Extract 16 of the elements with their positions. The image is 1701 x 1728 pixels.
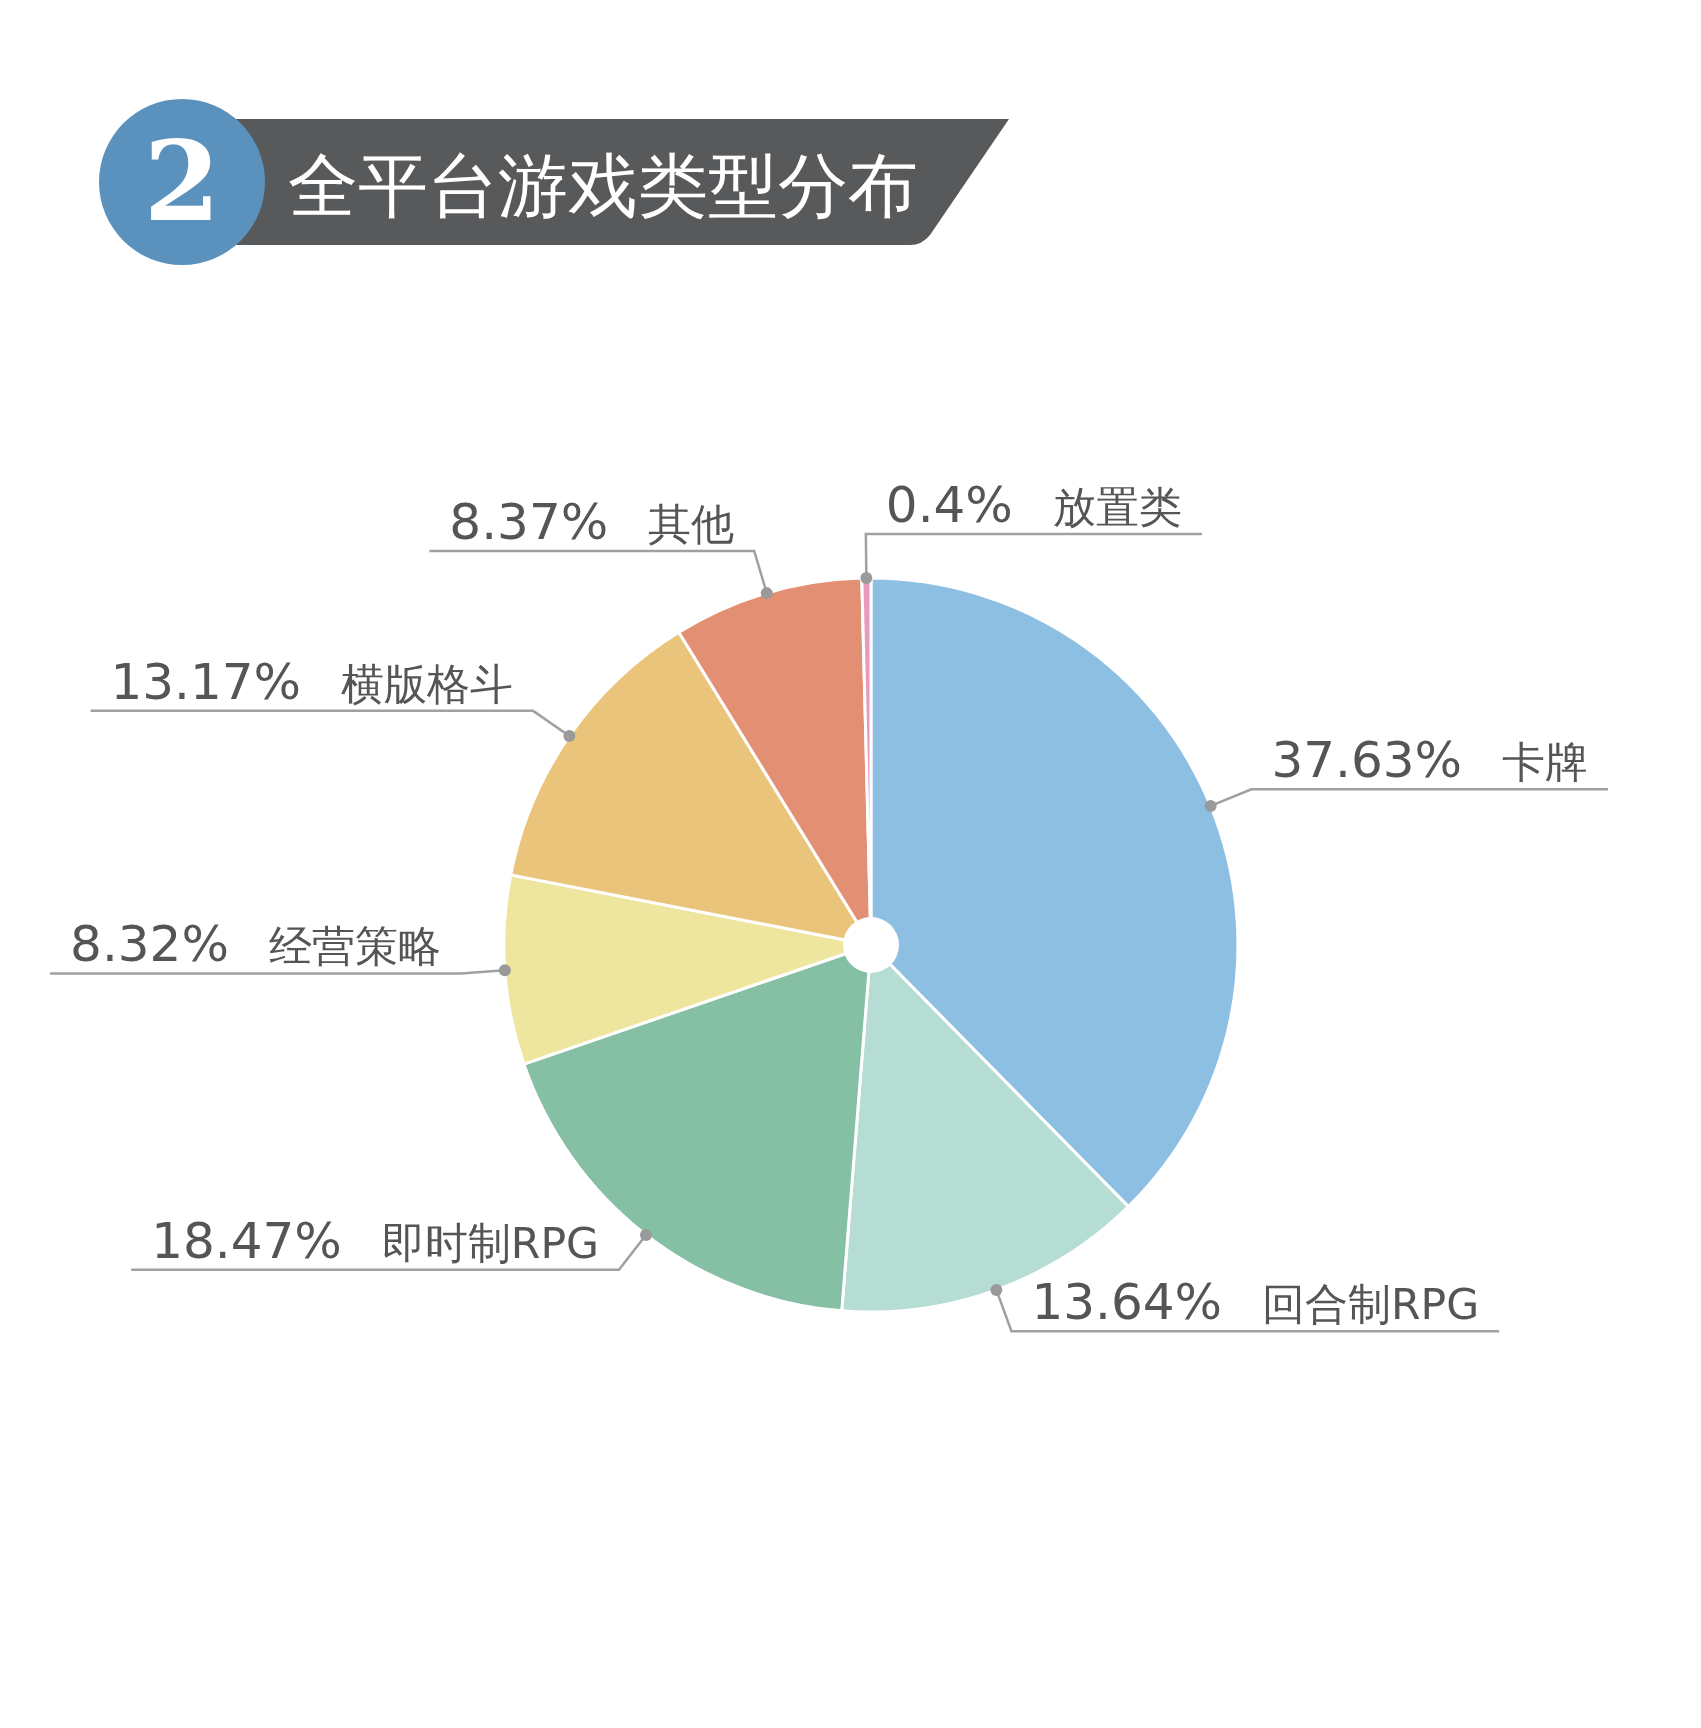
slice-label: 回合制RPG (1262, 1280, 1480, 1330)
data-label: 18.47% (151, 1211, 342, 1270)
data-label: 0.4% (885, 475, 1013, 534)
slice-label: 放置类 (1052, 482, 1182, 532)
text: 2 (143, 117, 221, 246)
data-label: 8.32% (70, 915, 229, 974)
slice-label: 经营策略 (268, 922, 441, 972)
data-label: 13.17% (110, 652, 302, 711)
slice-label: 其他 (648, 499, 735, 549)
chart-title: 全平台游戏类型分布 (288, 145, 918, 227)
slice-label: 横版格斗 (341, 659, 514, 709)
data-label: 13.64% (1031, 1273, 1223, 1332)
slice-label: 即时制RPG (381, 1218, 599, 1268)
data-label: 37.63% (1271, 731, 1463, 790)
data-label: 8.37% (449, 492, 609, 551)
slice-label: 卡牌 (1502, 738, 1589, 788)
